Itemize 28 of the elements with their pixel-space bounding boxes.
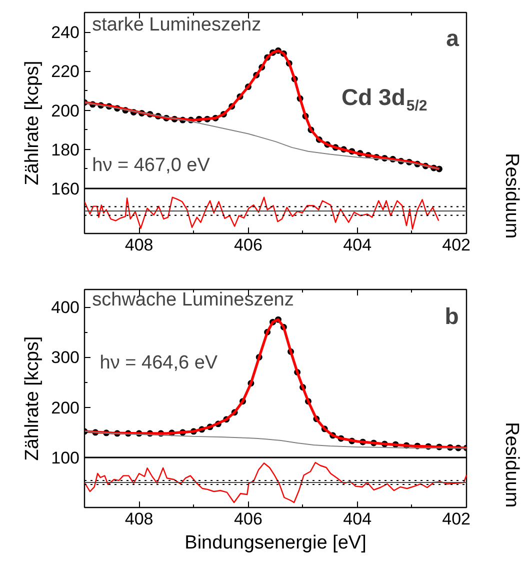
x-tick-label: 402 [442,236,471,254]
y-tick-label: 240 [51,23,80,42]
x-axis-title: Bindungsenergie [eV] [184,532,366,554]
annotation: schwache Lumineszenz [92,290,294,310]
x-tick-label: 404 [343,510,372,528]
y-tick-label: 200 [51,101,80,120]
y-tick-label: 220 [51,62,80,82]
y-tick-label: 100 [51,448,80,468]
x-tick-label: 404 [343,236,372,254]
y-tick-label: 300 [51,348,80,368]
annotation: b [444,302,459,329]
annotation: starke Lumineszenz [92,14,262,36]
y2-axis-title: Residuum [500,153,523,239]
x-tick-label: 406 [234,236,262,254]
annotation: hν = 467,0 eV [92,155,210,176]
y-axis-title: Zählrate [kcps] [22,60,44,186]
x-tick-label: 408 [124,236,154,254]
annotation: a [446,24,460,51]
x-tick-label: 408 [124,510,154,528]
y-tick-label: 200 [51,398,80,418]
y-tick-label: 400 [51,298,80,318]
x-tick-label: 402 [442,510,471,528]
y-tick-label: 160 [51,180,80,198]
annotation: hν = 464,6 eV [100,352,218,374]
y-axis-title: Zählrate [kcps] [22,336,44,461]
y2-axis-title: Residuum [500,422,523,508]
y-tick-label: 180 [51,140,80,160]
x-tick-label: 406 [234,510,262,528]
